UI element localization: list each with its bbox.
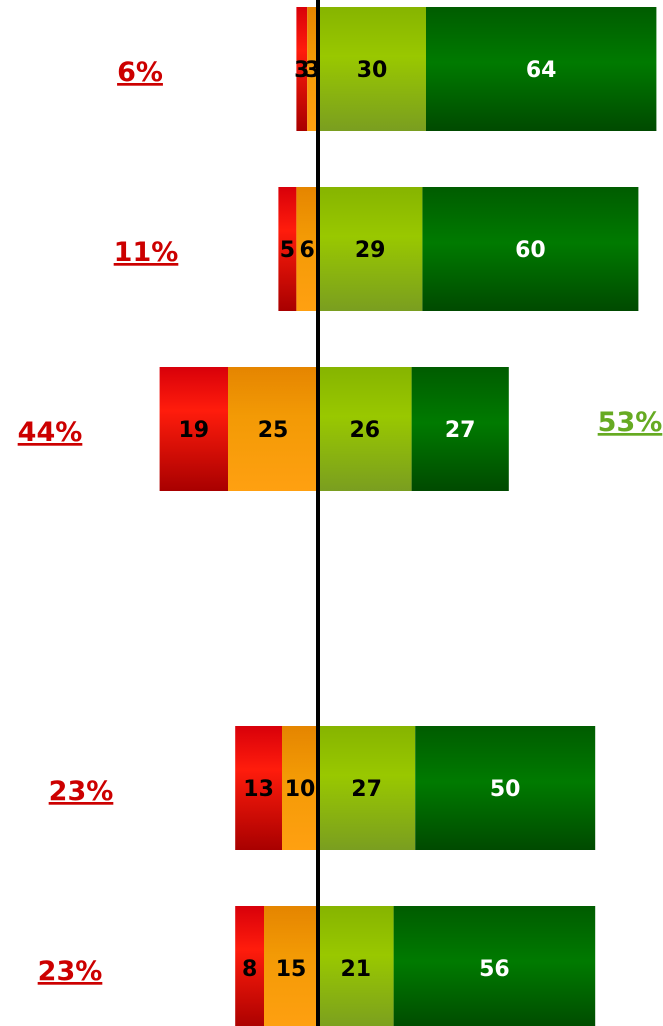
bar-segment-negative-row-2 <box>296 187 318 311</box>
data-label-strong-negative-row-4: 13 <box>243 777 274 802</box>
bar-segment-strong-positive-row-1 <box>426 7 657 131</box>
negative-total-row-2: 11% <box>114 237 179 268</box>
data-label-strong-positive-row-1: 64 <box>526 58 557 83</box>
bar-segment-negative-row-5 <box>264 906 318 1026</box>
data-label-positive-row-1: 30 <box>357 58 388 83</box>
negative-total-row-3: 44% <box>18 417 83 448</box>
bar-segment-strong-positive-row-2 <box>422 187 639 311</box>
bar-segment-strong-positive-row-3 <box>411 367 509 491</box>
bar-segment-positive-row-1 <box>318 7 426 131</box>
data-label-strong-negative-row-5: 8 <box>242 957 257 982</box>
data-label-strong-positive-row-4: 50 <box>490 777 521 802</box>
data-label-positive-row-4: 27 <box>351 777 382 802</box>
data-label-negative-row-5: 15 <box>276 957 307 982</box>
negative-total-row-4: 23% <box>49 776 114 807</box>
data-label-negative-row-3: 25 <box>258 418 289 443</box>
data-label-strong-positive-row-3: 27 <box>445 418 476 443</box>
data-label-strong-negative-row-2: 5 <box>280 238 295 263</box>
bar-segment-strong-positive-row-5 <box>393 906 596 1026</box>
data-label-strong-positive-row-2: 60 <box>515 238 546 263</box>
bars-layer <box>159 7 657 1026</box>
bar-segment-negative-row-3 <box>228 367 318 491</box>
data-label-negative-row-4: 10 <box>285 777 316 802</box>
bar-segment-strong-negative-row-3 <box>159 367 228 491</box>
bar-segment-strong-negative-row-4 <box>235 726 282 850</box>
bar-segment-positive-row-5 <box>318 906 394 1026</box>
positive-total-row-3: 53% <box>598 407 663 438</box>
bar-segment-negative-row-4 <box>282 726 318 850</box>
bar-segment-positive-row-4 <box>318 726 416 850</box>
bar-segment-strong-negative-row-2 <box>278 187 297 311</box>
bar-segment-positive-row-3 <box>318 367 412 491</box>
bar-segment-strong-positive-row-4 <box>415 726 596 850</box>
bar-segment-positive-row-2 <box>318 187 423 311</box>
data-label-strong-negative-row-1: 3 <box>294 58 309 83</box>
data-label-negative-row-2: 6 <box>300 238 315 263</box>
negative-total-row-1: 6% <box>117 57 163 88</box>
data-label-positive-row-3: 26 <box>349 418 380 443</box>
bar-segment-negative-row-1 <box>307 7 318 131</box>
data-label-strong-positive-row-5: 56 <box>479 957 510 982</box>
negative-total-row-5: 23% <box>38 956 103 987</box>
data-label-positive-row-5: 21 <box>340 957 371 982</box>
data-label-strong-negative-row-3: 19 <box>178 418 209 443</box>
data-label-positive-row-2: 29 <box>355 238 386 263</box>
bar-segment-strong-negative-row-1 <box>296 7 308 131</box>
bar-segment-strong-negative-row-5 <box>235 906 264 1026</box>
